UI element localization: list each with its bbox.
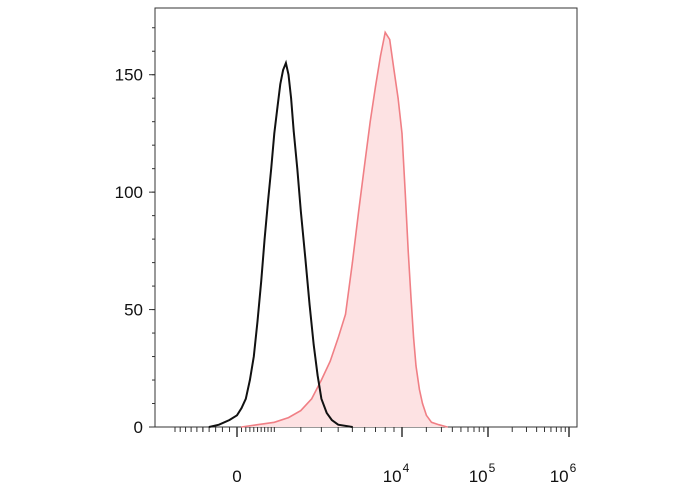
stained-data-point — [240, 426, 243, 428]
control-data-point — [240, 407, 243, 409]
control-data-point — [218, 423, 220, 426]
control-data-point — [292, 130, 295, 132]
control-data-point — [296, 167, 299, 170]
stained-data-point — [320, 379, 322, 381]
control-data-point — [249, 379, 251, 381]
stained-data-point — [379, 55, 382, 57]
control-data-point — [326, 412, 328, 414]
stained-data-point — [369, 121, 371, 123]
control-data-point — [308, 304, 311, 306]
stained-data-point — [418, 388, 420, 391]
stained-data-point — [384, 31, 386, 34]
stained-data-point — [374, 85, 377, 88]
x-axis: 0 104 105 106 — [174, 427, 577, 486]
x-tick-label: 0 — [232, 467, 241, 486]
control-histogram-line — [208, 59, 353, 428]
control-data-point — [208, 426, 210, 428]
control-data-point — [273, 132, 276, 135]
y-axis: 0 50 100 150 — [115, 27, 155, 437]
control-data-point — [282, 69, 284, 71]
control-data-point — [228, 419, 231, 421]
control-data-point — [304, 257, 307, 259]
stained-data-point — [410, 297, 412, 299]
control-data-point — [331, 419, 333, 421]
control-data-point — [256, 320, 259, 323]
stained-data-point — [401, 132, 403, 135]
stained-data-point — [300, 409, 302, 412]
stained-data-point — [430, 421, 433, 423]
control-data-point — [279, 83, 281, 85]
stained-data-point — [329, 360, 331, 362]
y-tick-label: 100 — [115, 183, 143, 202]
stained-data-point — [337, 337, 339, 339]
control-data-point — [313, 344, 315, 346]
stained-data-point — [287, 417, 290, 419]
control-data-point — [320, 398, 323, 400]
stained-histogram-line — [241, 30, 448, 428]
control-data-point — [351, 426, 354, 428]
x-tick-label: 104 — [383, 461, 410, 486]
x-tick-label: 105 — [469, 461, 496, 486]
control-data-point — [263, 238, 266, 240]
stained-data-point — [438, 424, 440, 426]
stained-data-point — [415, 365, 417, 367]
stained-data-point — [397, 97, 399, 99]
control-data-point — [253, 355, 255, 358]
control-data-point — [276, 106, 279, 109]
stained-histogram-fill — [241, 32, 448, 428]
control-data-point — [290, 97, 292, 99]
control-data-point — [287, 74, 290, 76]
stained-data-point — [364, 163, 366, 165]
stained-data-point — [256, 424, 259, 426]
y-tick-label: 0 — [134, 418, 143, 437]
stained-data-point — [412, 337, 415, 339]
y-tick-label: 150 — [115, 66, 143, 85]
control-data-point — [236, 414, 238, 416]
stained-data-point — [358, 210, 360, 212]
stained-data-point — [421, 402, 424, 405]
stained-data-point — [389, 38, 391, 41]
control-data-point — [267, 200, 269, 203]
stained-data-point — [351, 262, 353, 264]
control-data-point — [316, 374, 319, 377]
series-layer — [208, 30, 448, 428]
stained-data-point — [393, 69, 395, 71]
stained-data-point — [407, 250, 409, 252]
control-data-point — [270, 167, 272, 170]
control-data-point — [285, 62, 287, 64]
stained-data-point — [425, 414, 427, 416]
x-tick-label: 106 — [550, 461, 577, 486]
stained-data-point — [404, 191, 406, 193]
control-data-point — [337, 423, 339, 426]
stained-data-point — [344, 313, 347, 315]
stained-data-point — [446, 426, 448, 428]
control-data-point — [300, 210, 302, 212]
stained-data-point — [273, 421, 275, 423]
stained-data-point — [311, 398, 313, 400]
control-data-point — [245, 398, 247, 400]
y-tick-label: 50 — [124, 301, 143, 320]
control-data-point — [260, 280, 262, 283]
